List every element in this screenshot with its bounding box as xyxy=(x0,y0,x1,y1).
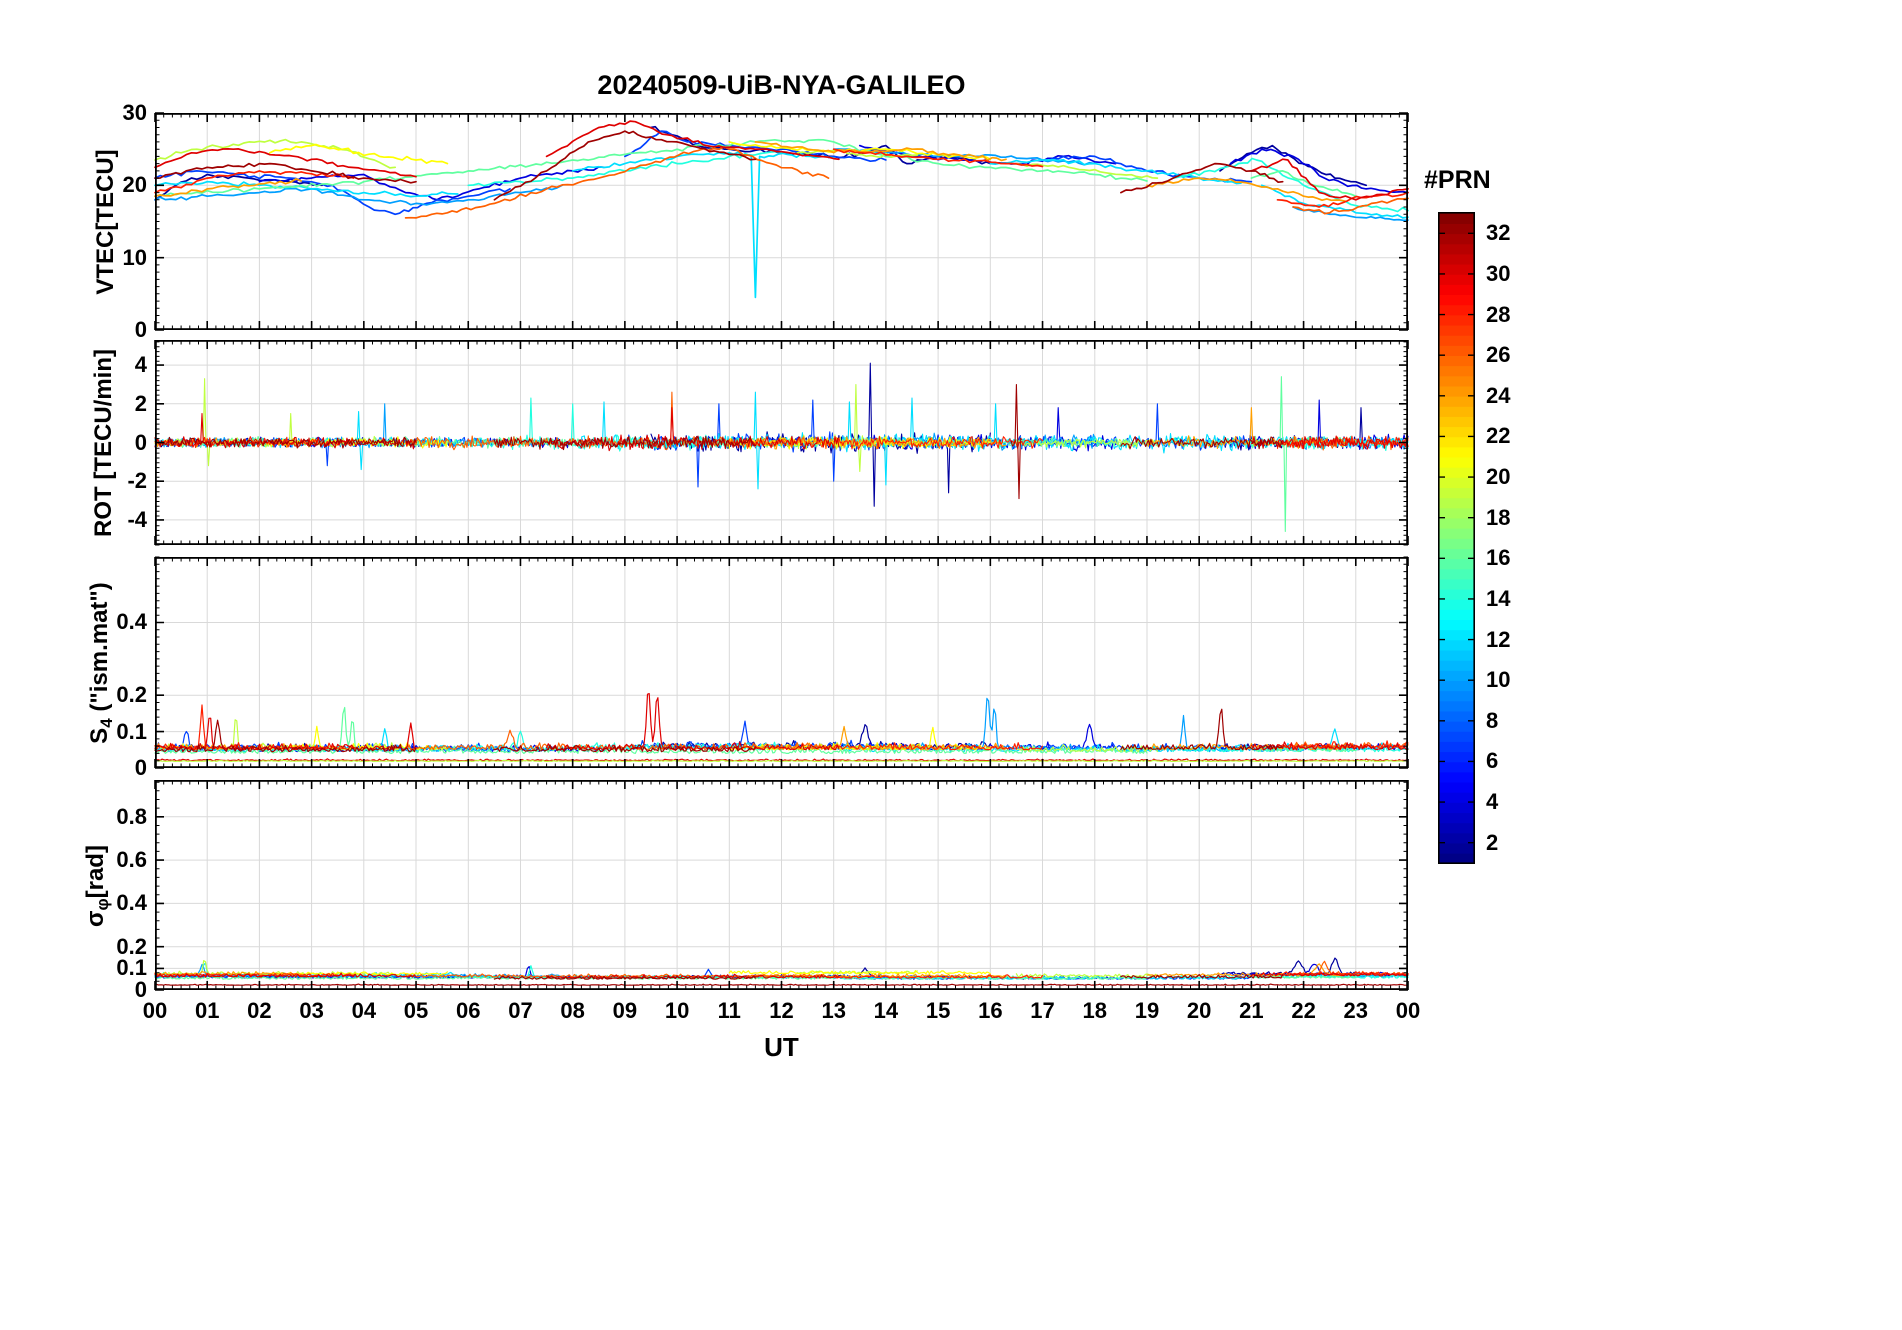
x-tick-label: 16 xyxy=(978,998,1003,1023)
panel-s4 xyxy=(154,556,1409,769)
x-tick-label: 14 xyxy=(873,998,899,1023)
x-tick-label: 17 xyxy=(1030,998,1055,1023)
y-tick-label: 30 xyxy=(122,100,147,125)
y-tick-label: 20 xyxy=(122,172,147,198)
colorbar-tick-label: 22 xyxy=(1486,423,1511,449)
colorbar-tick-label: 18 xyxy=(1486,504,1511,530)
x-tick-label: 15 xyxy=(925,998,951,1023)
x-tick-label: 09 xyxy=(612,998,638,1023)
colorbar-title: #PRN xyxy=(1424,166,1491,194)
colorbar-tick-label: 8 xyxy=(1486,707,1499,733)
panel-rot xyxy=(154,339,1409,546)
x-tick-label: 11 xyxy=(717,998,741,1023)
colorbar xyxy=(1438,212,1476,865)
colorbar-tick-label: 20 xyxy=(1486,464,1511,490)
y-tick-label: 0 xyxy=(134,977,147,1002)
colorbar-tick-label: 28 xyxy=(1486,301,1511,327)
colorbar-tick-label: 4 xyxy=(1486,789,1499,815)
y-tick-label: 0.1 xyxy=(116,718,147,744)
x-tick-label: 13 xyxy=(821,998,846,1023)
y-tick-label: 4 xyxy=(134,352,147,378)
y-tick-label: 2 xyxy=(134,390,147,416)
panel-vtec xyxy=(154,112,1409,331)
y-tick-label: 0.4 xyxy=(116,890,147,916)
y-tick-label: 0 xyxy=(134,317,147,342)
x-tick-label: 00 xyxy=(142,998,168,1023)
x-tick-label: 22 xyxy=(1291,998,1316,1023)
chart-title: 20240509-UiB-NYA-GALILEO xyxy=(597,70,966,100)
y-tick-label: 0.8 xyxy=(116,803,147,829)
x-tick-label: 00 xyxy=(1395,998,1421,1023)
colorbar-tick-label: 6 xyxy=(1486,748,1499,774)
colorbar-tick-label: 2 xyxy=(1486,829,1499,855)
x-tick-label: 06 xyxy=(456,998,481,1023)
y-tick-label: 0.4 xyxy=(116,609,147,635)
colorbar-tick-label: 12 xyxy=(1486,626,1511,652)
x-tick-label: 01 xyxy=(194,998,220,1023)
x-axis-label: UT xyxy=(764,1032,799,1062)
colorbar-tick-label: 10 xyxy=(1486,667,1511,693)
y-tick-label: 0 xyxy=(134,755,147,780)
y-tick-label: 0.1 xyxy=(116,955,147,981)
x-tick-label: 12 xyxy=(769,998,794,1023)
x-tick-label: 05 xyxy=(403,998,429,1023)
colorbar-tick-label: 16 xyxy=(1486,545,1511,571)
colorbar-tick-label: 32 xyxy=(1486,220,1511,246)
y-tick-label: -2 xyxy=(127,468,147,494)
y-tick-label: 0.2 xyxy=(116,933,147,959)
colorbar-tick-label: 14 xyxy=(1486,585,1511,611)
x-tick-label: 02 xyxy=(247,998,272,1023)
y-tick-label: 0.2 xyxy=(116,682,147,708)
colorbar-tick-label: 30 xyxy=(1486,260,1511,286)
x-tick-label: 19 xyxy=(1134,998,1160,1023)
colorbar-tick-label: 26 xyxy=(1486,342,1511,368)
x-tick-label: 18 xyxy=(1082,998,1107,1023)
x-tick-label: 23 xyxy=(1343,998,1369,1023)
x-tick-label: 20 xyxy=(1186,998,1212,1023)
x-tick-label: 04 xyxy=(351,998,377,1023)
x-tick-label: 10 xyxy=(664,998,690,1023)
y-tick-label: -4 xyxy=(127,506,147,532)
x-tick-label: 08 xyxy=(560,998,585,1023)
x-tick-label: 03 xyxy=(299,998,324,1023)
y-tick-label: 0.6 xyxy=(116,847,147,873)
x-tick-label: 21 xyxy=(1239,998,1264,1023)
y-tick-label: 10 xyxy=(122,244,147,270)
colorbar-tick-label: 24 xyxy=(1486,382,1511,408)
y-tick-label: 0 xyxy=(134,429,147,455)
panel-sigma_phi xyxy=(154,779,1409,991)
x-tick-label: 07 xyxy=(508,998,533,1023)
